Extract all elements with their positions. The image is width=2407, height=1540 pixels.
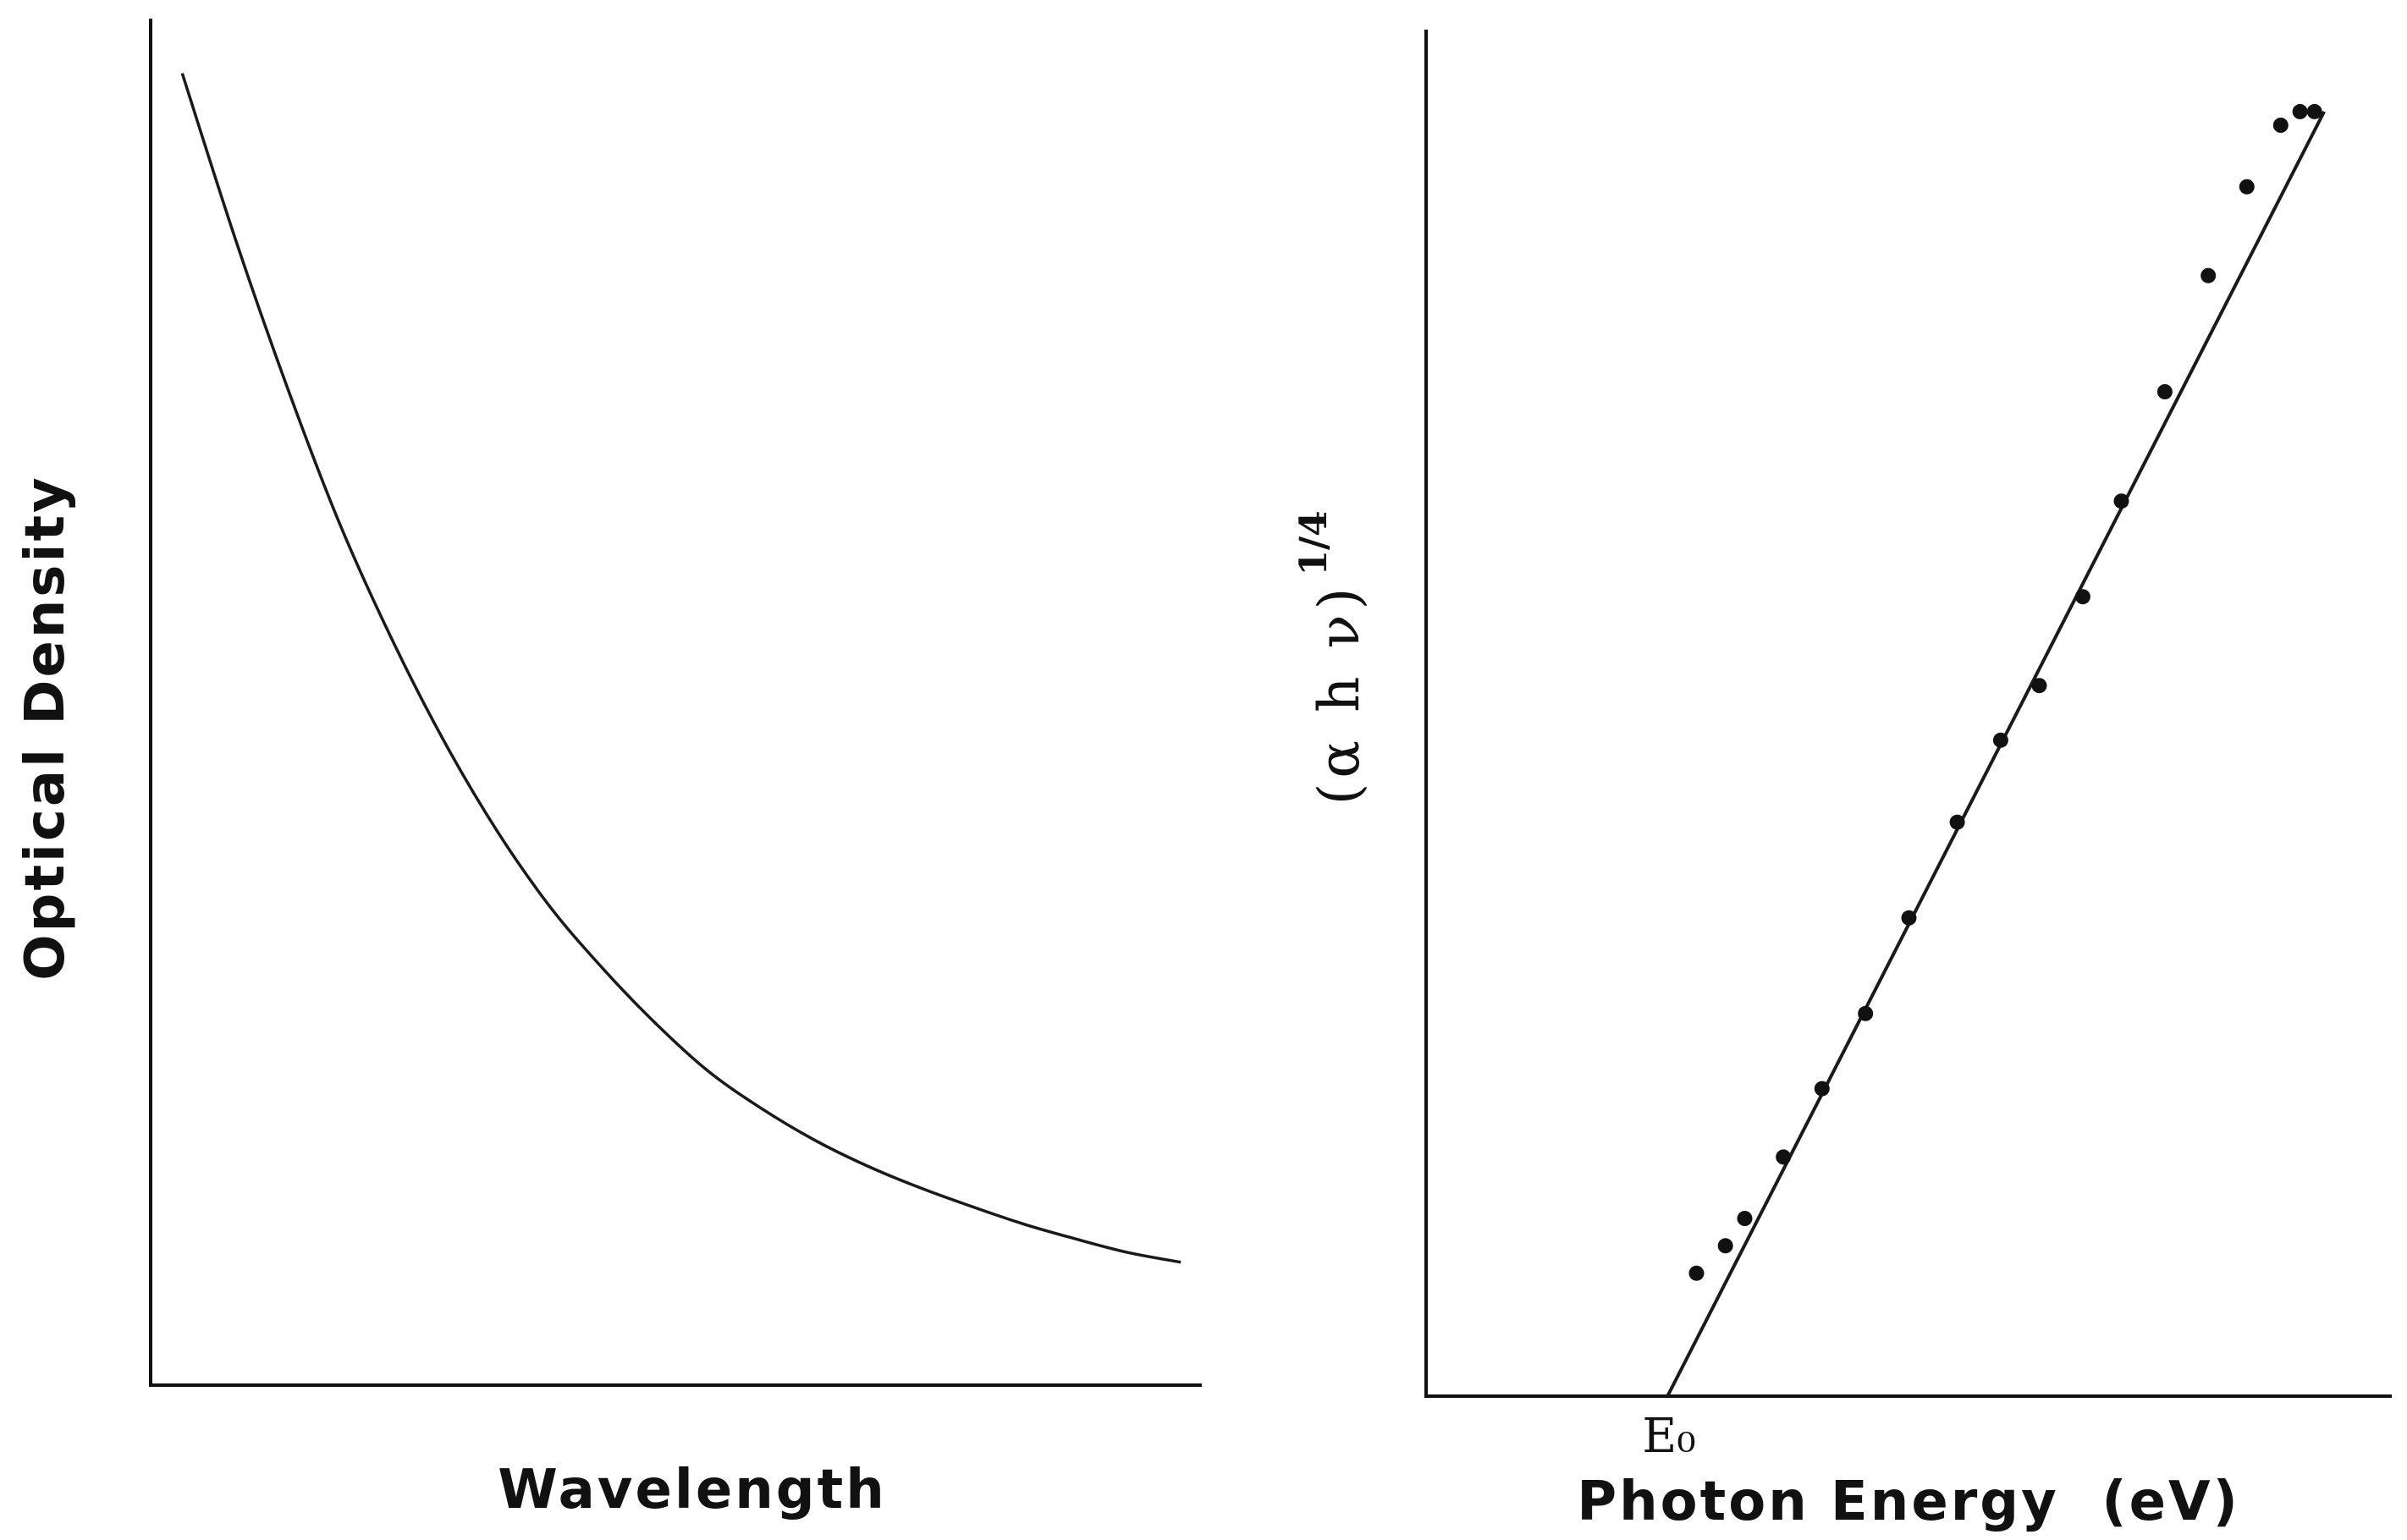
data-point (1776, 1149, 1792, 1165)
data-point (2113, 493, 2129, 509)
left-y-axis-label: Optical Density (14, 475, 77, 981)
right-y-axis-label: (α h ν) (1307, 583, 1372, 806)
left-panel: Wavelength Optical Density (14, 19, 1202, 1521)
right-x-axis-label: Photon Energy (eV) (1577, 1471, 2240, 1533)
right-y-axis-label-group: (α h ν) 1/4 (1292, 510, 1372, 805)
data-point (1717, 1238, 1733, 1254)
data-point (2272, 118, 2289, 133)
data-point (2200, 267, 2217, 283)
optical-density-curve (180, 73, 1181, 1264)
left-x-axis-label: Wavelength (498, 1459, 887, 1521)
data-point (2156, 384, 2173, 399)
data-point (1688, 1265, 1705, 1281)
data-point (2074, 589, 2090, 605)
data-points (1688, 103, 2322, 1281)
data-point (1737, 1211, 1753, 1226)
data-point (1858, 1005, 1874, 1021)
data-point (2239, 179, 2255, 195)
data-point (1901, 910, 1917, 926)
data-point (2031, 678, 2047, 694)
data-point (1992, 732, 2008, 748)
right-y-axis-label-exponent: 1/4 (1292, 510, 1336, 575)
data-point (1814, 1081, 1830, 1097)
e0-label: E₀ (1642, 1409, 1695, 1464)
data-point (1949, 814, 1965, 830)
data-point (2306, 103, 2322, 119)
right-panel: E₀ Photon Energy (eV) (α h ν) 1/4 (1292, 30, 2392, 1533)
data-point (2292, 103, 2308, 119)
linear-fit-line (1666, 110, 2326, 1397)
